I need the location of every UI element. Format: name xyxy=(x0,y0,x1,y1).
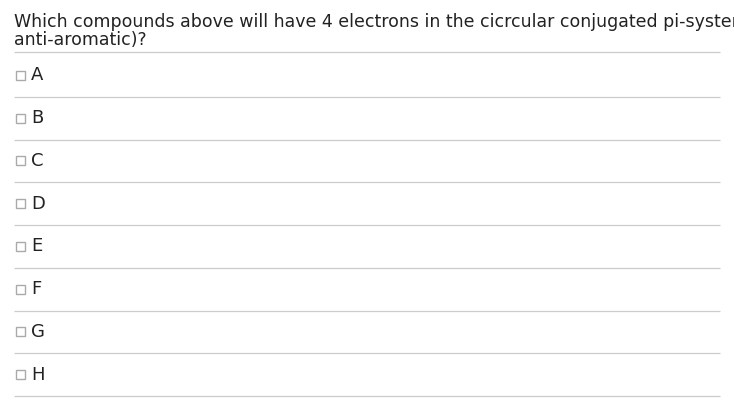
Text: B: B xyxy=(31,109,43,127)
Text: A: A xyxy=(31,67,43,84)
Bar xyxy=(16,199,25,208)
Bar xyxy=(16,156,25,165)
Bar xyxy=(16,71,25,80)
Bar xyxy=(16,242,25,251)
Text: E: E xyxy=(31,237,43,255)
Text: D: D xyxy=(31,194,45,213)
Bar xyxy=(16,285,25,294)
Bar xyxy=(16,327,25,336)
Text: F: F xyxy=(31,280,41,298)
Text: G: G xyxy=(31,323,45,341)
Text: C: C xyxy=(31,152,43,170)
Bar xyxy=(16,113,25,123)
Text: anti-aromatic)?: anti-aromatic)? xyxy=(14,31,147,49)
Bar xyxy=(16,370,25,379)
Text: H: H xyxy=(31,366,45,384)
Text: Which compounds above will have 4 electrons in the cicrcular conjugated pi-syste: Which compounds above will have 4 electr… xyxy=(14,13,734,31)
